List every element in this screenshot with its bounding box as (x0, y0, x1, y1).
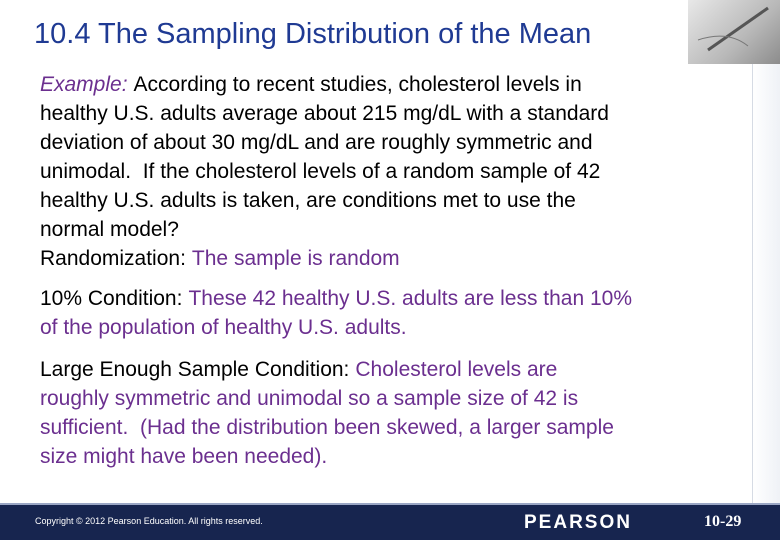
copyright: Copyright © 2012 Pearson Education. All … (35, 516, 263, 526)
text-line: healthy U.S. adults is taken, are condit… (40, 186, 609, 215)
text-line: healthy U.S. adults average about 215 mg… (40, 99, 609, 128)
paragraph-text: of the population of healthy U.S. adults… (40, 316, 407, 339)
footer: Copyright © 2012 Pearson Education. All … (0, 503, 780, 540)
text-line: 10% Condition: These 42 healthy U.S. adul… (40, 284, 632, 313)
right-edge (752, 64, 780, 503)
stroke (697, 35, 749, 47)
paragraph-text: roughly symmetric and unimodal so a samp… (40, 387, 579, 410)
text-line: roughly symmetric and unimodal so a samp… (40, 384, 614, 413)
paragraph: Large Enough Sample Condition: Cholestero… (40, 355, 614, 471)
paragraph-text: Cholesterol levels are (355, 358, 558, 381)
paragraph-text: deviation of about 30 mg/dL and are roug… (40, 131, 593, 154)
paragraph-label: 10% Condition: (40, 287, 183, 310)
text-line: sufficient. (Had the distribution been s… (40, 413, 614, 442)
decorative-image (688, 0, 780, 64)
paragraph-text: size might have been needed). (40, 445, 328, 468)
brand: PEARSON (524, 512, 632, 533)
pen (707, 6, 769, 52)
paragraph-text: According to recent studies, cholesterol… (133, 73, 582, 96)
text-line: Example: According to recent studies, cho… (40, 70, 609, 99)
pen-illustration (697, 6, 769, 52)
paragraph-text: healthy U.S. adults is taken, are condit… (40, 189, 576, 212)
paragraph-text: healthy U.S. adults average about 215 mg… (40, 102, 609, 125)
text-line: Randomization: The sample is random (40, 244, 400, 273)
text-line: Large Enough Sample Condition: Cholestero… (40, 355, 614, 384)
paragraph-label: Randomization: (40, 247, 186, 270)
paragraph-text: These 42 healthy U.S. adults are less th… (188, 287, 633, 310)
paragraph-label: Example: (40, 73, 128, 96)
title: 10.4 The Sampling Distribution of the Me… (34, 18, 592, 50)
text-line: normal model? (40, 215, 609, 244)
paragraph: Example: According to recent studies, cho… (40, 70, 609, 244)
text-line: unimodal. If the cholesterol levels of a… (40, 157, 609, 186)
paragraph-text: normal model? (40, 218, 179, 241)
paragraph-text: unimodal. If the cholesterol levels of a… (40, 160, 601, 183)
text-line: of the population of healthy U.S. adults… (40, 313, 632, 342)
page-number: 10-29 (704, 513, 742, 530)
paragraph-text: The sample is random (191, 247, 400, 270)
paragraph: Randomization: The sample is random (40, 244, 400, 273)
text-line: size might have been needed). (40, 442, 614, 471)
paragraph-label: Large Enough Sample Condition: (40, 358, 350, 381)
paragraph-text: sufficient. (Had the distribution been s… (40, 416, 614, 439)
text-line: deviation of about 30 mg/dL and are roug… (40, 128, 609, 157)
paragraph: 10% Condition: These 42 healthy U.S. adul… (40, 284, 632, 342)
